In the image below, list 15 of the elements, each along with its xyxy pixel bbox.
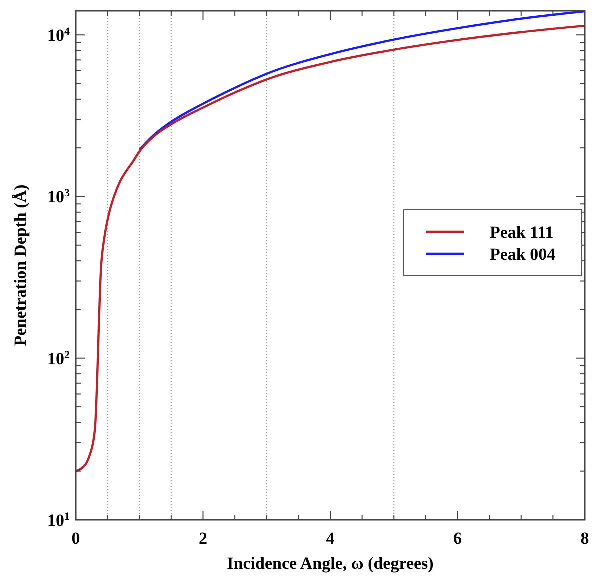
y-tick-label: 10$^{2}$ <box>47 349 70 368</box>
x-tick-label: 2 <box>199 529 208 548</box>
y-tick-label: 10$^{3}$ <box>47 188 70 207</box>
line-series <box>138 10 585 151</box>
line-series <box>76 24 585 472</box>
legend-label: Peak 004 <box>490 245 556 264</box>
x-tick-label: 4 <box>326 529 336 548</box>
x-axis-title: Incidence Angle, ω (degrees) <box>227 554 434 573</box>
x-tick-label: 6 <box>454 529 462 548</box>
x-tick-label: 0 <box>72 529 80 548</box>
y-tick-label: 10$^{4}$ <box>47 26 70 46</box>
x-tick-label: 8 <box>580 529 590 548</box>
y-tick-label: 10$^{1}$ <box>47 511 70 530</box>
legend-label: Peak 111 <box>490 223 554 242</box>
y-axis-title: Penetration Depth (Å) <box>11 184 30 346</box>
